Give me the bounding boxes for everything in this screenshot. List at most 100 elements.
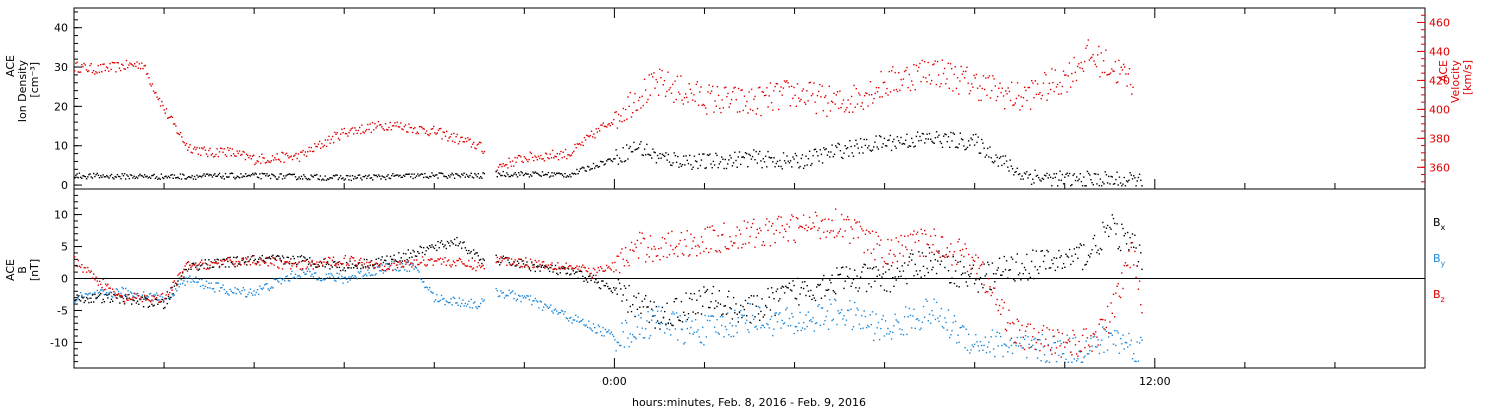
velocity-point: [795, 105, 797, 107]
bx-point: [208, 259, 210, 261]
by-point: [209, 287, 211, 289]
by-point: [567, 320, 570, 322]
by-point: [819, 324, 821, 327]
bx-point: [890, 265, 893, 267]
density-point: [628, 147, 630, 150]
density-point: [1015, 170, 1017, 173]
velocity-point: [350, 128, 352, 130]
bz-point: [712, 229, 715, 231]
bz-point: [218, 266, 221, 269]
bx-point: [467, 252, 469, 255]
bfield-axis-title-line3: [nT]: [28, 259, 41, 281]
bx-point: [363, 258, 366, 261]
bz-point: [716, 251, 718, 253]
density-point: [830, 151, 832, 153]
velocity-point: [593, 133, 595, 135]
bx-point: [299, 256, 301, 258]
by-point: [248, 291, 250, 294]
density-point: [878, 135, 881, 137]
bx-point: [207, 267, 209, 269]
bz-point: [446, 260, 449, 262]
bz-point: [632, 249, 634, 251]
density-point: [658, 157, 660, 160]
by-point: [805, 314, 807, 316]
velocity-point: [561, 157, 563, 159]
bx-point: [710, 301, 712, 303]
bz-point: [121, 295, 123, 297]
density-point: [886, 145, 888, 147]
bfield-tick-label: 5: [61, 241, 68, 254]
density-point: [443, 175, 445, 177]
by-point: [294, 273, 297, 275]
bx-point: [1097, 249, 1099, 251]
bz-point: [141, 300, 144, 303]
velocity-point: [808, 82, 810, 84]
density-point: [383, 176, 386, 179]
velocity-point: [302, 149, 304, 152]
density-point: [928, 132, 931, 135]
bx-point: [476, 252, 478, 254]
velocity-point: [98, 71, 101, 73]
density-point: [184, 178, 186, 180]
bz-point: [322, 264, 324, 266]
density-point: [838, 143, 840, 146]
bx-point: [892, 277, 894, 279]
bx-point: [160, 300, 163, 303]
bz-point: [546, 266, 548, 268]
bz-point: [706, 226, 709, 228]
velocity-point: [1015, 97, 1018, 100]
bz-point: [703, 250, 705, 253]
velocity-point: [280, 161, 282, 163]
by-point: [141, 294, 144, 296]
bx-point: [334, 261, 336, 263]
density-point: [1043, 174, 1046, 176]
by-point: [1049, 349, 1052, 352]
density-point: [252, 172, 254, 175]
bz-point: [160, 293, 163, 296]
by-point: [264, 284, 266, 286]
bz-point: [674, 247, 677, 249]
bz-point: [212, 261, 215, 264]
bx-point: [799, 293, 801, 295]
bx-point: [190, 268, 192, 270]
bz-point: [744, 243, 747, 245]
by-point: [768, 327, 770, 329]
by-point: [1003, 343, 1005, 345]
bz-point: [743, 220, 745, 222]
bx-point: [353, 267, 355, 269]
by-point: [996, 331, 998, 333]
velocity-point: [1100, 52, 1102, 54]
density-point: [275, 178, 278, 180]
bz-point: [976, 272, 978, 275]
by-point: [839, 311, 842, 314]
by-point: [481, 298, 483, 300]
density-point: [1021, 175, 1023, 177]
velocity-point: [539, 157, 541, 160]
bx-point: [837, 274, 839, 276]
velocity-point: [1118, 59, 1120, 62]
velocity-point: [303, 154, 305, 156]
velocity-point: [130, 63, 132, 65]
bz-point: [741, 247, 743, 249]
by-point: [884, 320, 887, 322]
bx-point: [579, 270, 582, 272]
bz-point: [887, 238, 889, 241]
bx-point: [565, 273, 567, 275]
bz-point: [805, 224, 807, 226]
velocity-point: [437, 129, 440, 131]
bx-point: [1058, 249, 1060, 252]
velocity-point: [497, 166, 500, 168]
bz-point: [376, 263, 379, 265]
density-point: [779, 159, 781, 162]
by-point: [285, 276, 287, 278]
by-point: [421, 281, 424, 283]
density-point: [780, 165, 782, 168]
bx-point: [590, 279, 592, 282]
bx-point: [652, 315, 654, 317]
bx-point: [918, 251, 920, 253]
bx-point: [635, 296, 637, 299]
bx-point: [372, 265, 374, 267]
velocity-point: [980, 99, 982, 102]
density-point: [1036, 174, 1039, 177]
bx-point: [706, 288, 709, 291]
